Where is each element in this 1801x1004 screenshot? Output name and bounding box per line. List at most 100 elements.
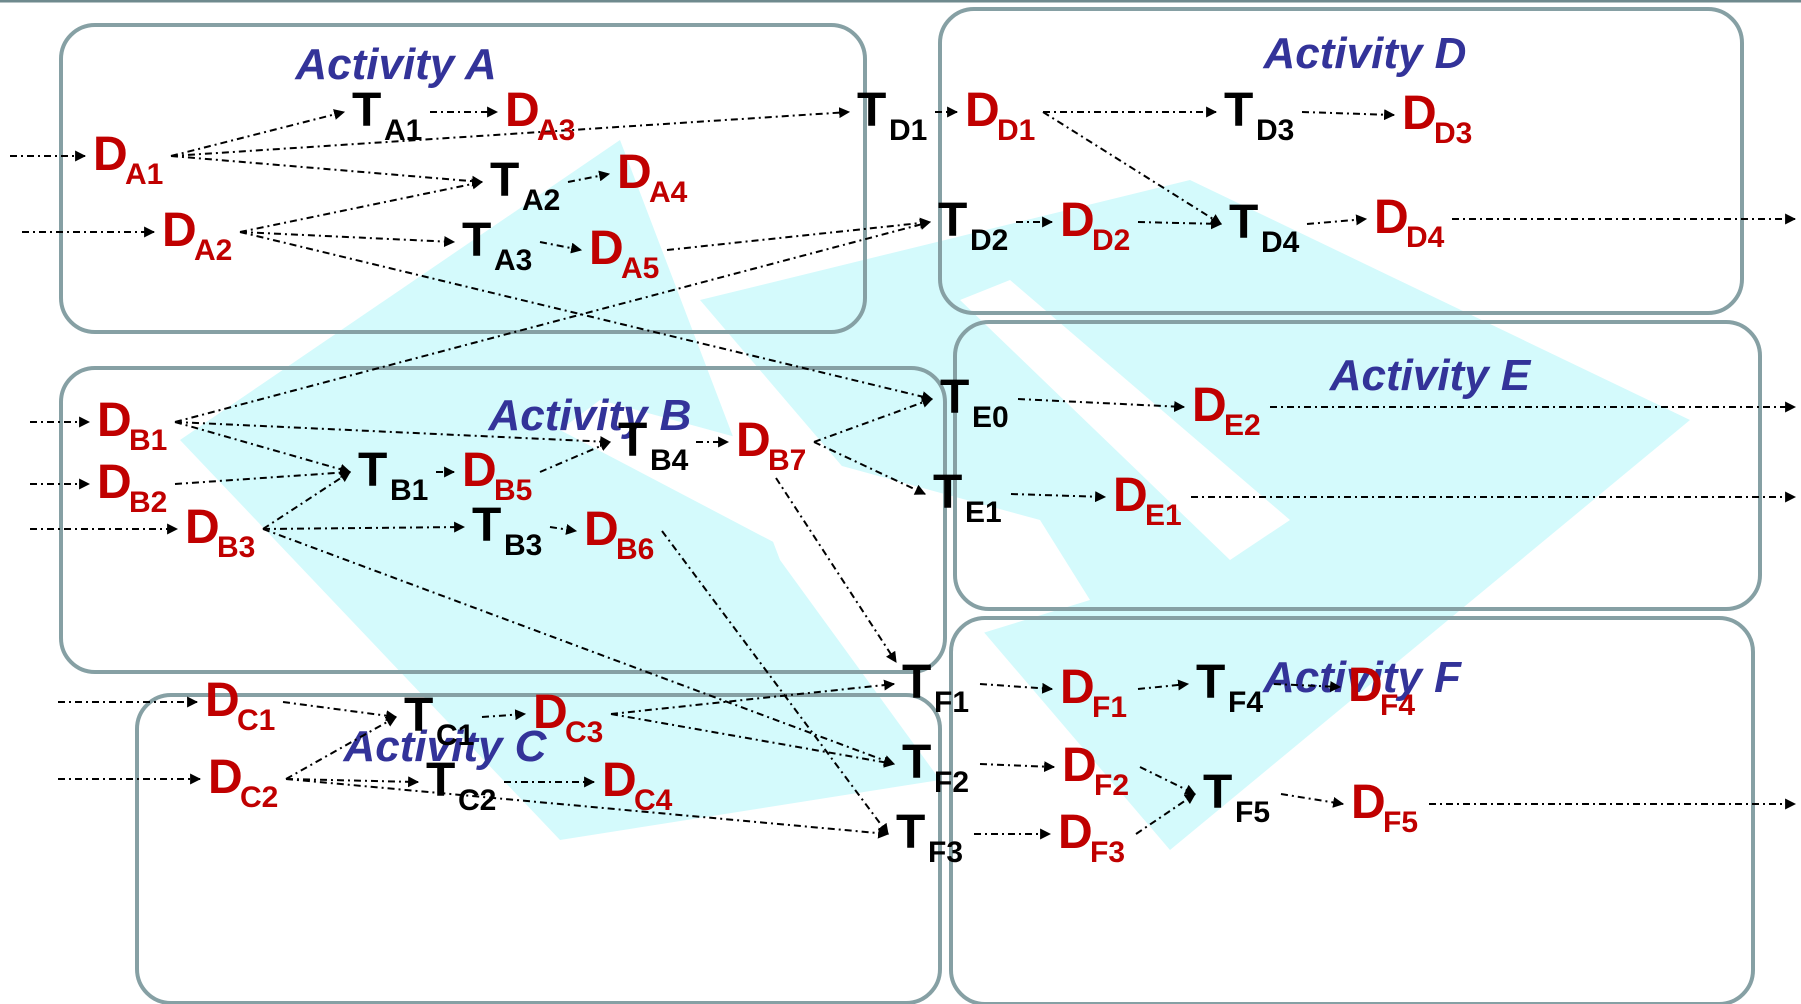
node-subscript: F2 [934,766,969,799]
edge-tf5-to-df5 [1280,793,1345,808]
node-ta1: T A1 [352,84,422,147]
node-subscript: B2 [129,486,167,519]
node-letter: T [1196,656,1225,709]
node-subscript: D1 [997,114,1035,147]
node-letter: D [1113,469,1148,522]
node-subscript: E0 [972,401,1009,434]
node-letter: T [618,414,647,467]
node-subscript: A2 [194,234,232,267]
node-letter: T [462,214,491,267]
edge-da2-to-ta2 [239,178,484,233]
edge-dd2-to-td4 [1137,218,1223,230]
node-da4: DA4 [617,146,688,209]
node-subscript: A4 [649,176,688,209]
edge-da1-to-ta2 [170,155,484,187]
node-letter: D [1348,659,1383,712]
edge-dc2-to-tc2 [285,776,420,788]
edge-db5-to-tb4 [539,440,612,473]
node-subscript: D2 [970,224,1008,257]
node-subscript: F4 [1228,686,1263,719]
node-tf3: T F3 [896,806,963,869]
edge-db6-to-tf3 [661,530,889,835]
edge-df2-to-tf5 [1139,766,1196,795]
node-letter: D [1192,379,1227,432]
node-db2: DB2 [97,456,167,519]
edge-tf4-to-df4 [1273,681,1342,693]
node-letter: T [933,466,962,519]
node-df5: DF5 [1351,776,1418,839]
activity-d-title: Activity D [1263,29,1467,78]
node-letter: D [208,751,243,804]
node-letter: T [857,84,886,137]
node-tb3: T B3 [472,499,542,562]
node-subscript: F3 [928,836,963,869]
node-tc2: T C2 [426,754,496,817]
node-subscript: D4 [1261,226,1300,259]
edge-dc2-to-tc1 [285,716,397,780]
node-letter: T [938,194,967,247]
node-subscript: A5 [621,252,659,285]
edge-tb3-to-db6 [549,524,578,535]
node-letter: D [93,128,128,181]
edge-td3-to-dd3 [1301,109,1396,121]
edge-dc3-to-tf1 [610,679,896,715]
node-db3: DB3 [185,501,255,564]
node-letter: T [902,656,931,709]
node-letter: D [162,204,197,257]
node-db1: DB1 [97,394,167,457]
node-db6: DB6 [584,503,654,566]
node-da5: DA5 [589,222,659,285]
node-tb4: T B4 [618,414,689,477]
node-subscript: B5 [494,474,532,507]
edge-db1-to-tb1 [174,421,352,475]
node-td1: T D1 [857,84,927,147]
node-letter: T [1203,766,1232,819]
activity-c-title: Activity C [343,722,548,771]
node-td2: T D2 [938,194,1008,257]
node-letter: D [589,222,624,275]
node-letter: D [97,456,132,509]
edge-db1-to-td2 [174,219,932,423]
activity-e-title: Activity E [1329,351,1532,400]
edge-db3-to-tf2 [262,528,896,766]
node-subscript: D4 [1406,221,1445,254]
node-letter: D [1058,806,1093,859]
node-subscript: D3 [1434,117,1472,150]
node-letter: D [736,414,771,467]
activity-f-box [949,616,1755,1004]
node-letter: T [358,444,387,497]
node-db7: DB7 [736,414,806,477]
edges-layer [10,106,1797,840]
node-td3: T D3 [1224,84,1294,147]
edge-df3-to-tf5 [1135,793,1196,835]
edge-tf1-to-df1 [979,682,1054,694]
node-subscript: F1 [934,686,969,719]
node-letter: D [584,503,619,556]
node-subscript: A3 [537,114,575,147]
node-letter: T [404,689,433,742]
node-subscript: F3 [1090,836,1125,869]
node-dd2: DD2 [1060,194,1130,257]
node-letter: T [426,754,455,807]
activity-c-box [135,693,942,1004]
node-de1: DE1 [1113,469,1182,532]
node-df3: DF3 [1058,806,1125,869]
edge-ta3-to-da5 [539,241,583,254]
node-letter: D [965,84,1000,137]
node-letter: T [1229,196,1258,249]
edge-db7-to-tf1 [775,477,897,663]
node-letter: T [902,736,931,789]
edge-dc3-to-tf2 [610,713,896,768]
node-letter: D [1374,191,1409,244]
edge-da1-to-ta1 [170,109,346,157]
node-subscript: B1 [129,424,167,457]
node-letter: T [472,499,501,552]
edge-da1-to-td1 [170,107,851,157]
node-da3: DA3 [505,84,575,147]
edge-tf2-to-df2 [979,761,1056,773]
node-subscript: A2 [522,184,560,217]
edge-da5-to-td2 [666,217,932,251]
node-de2: DE2 [1192,379,1261,442]
edge-te0-to-de2 [1017,398,1186,413]
